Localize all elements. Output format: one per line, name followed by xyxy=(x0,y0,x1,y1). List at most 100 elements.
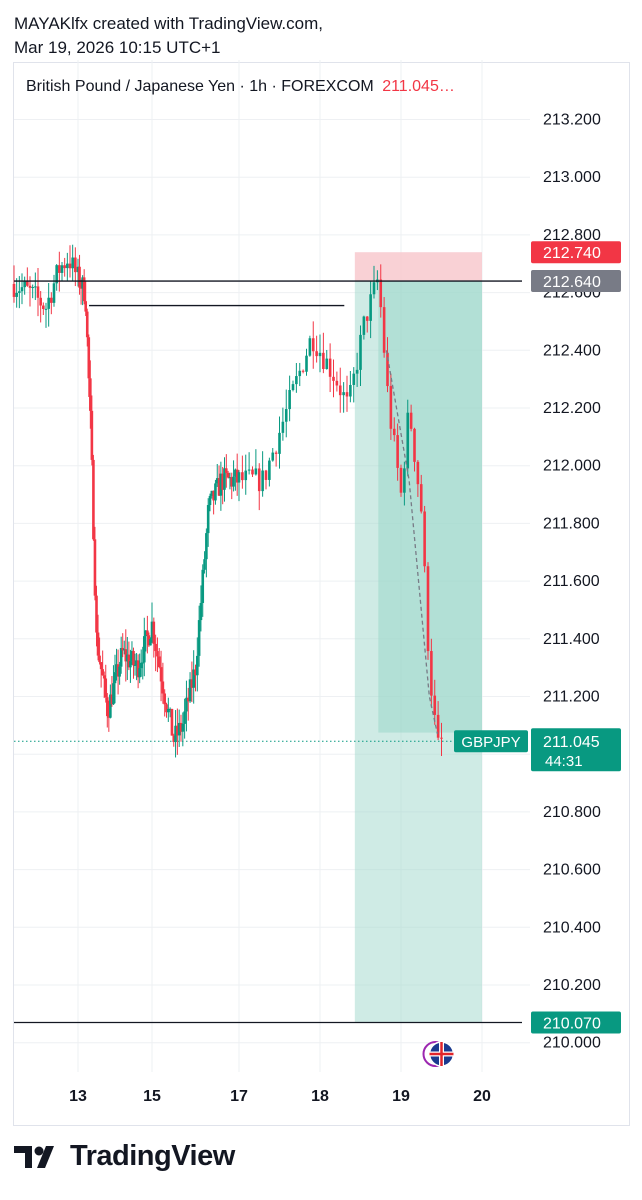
candle-body xyxy=(161,681,165,694)
time-tick-label: 18 xyxy=(311,1088,329,1105)
candle-body xyxy=(99,662,103,670)
candle-body xyxy=(318,352,322,357)
author-line: MAYAKlfx created with TradingView.com, xyxy=(14,14,323,33)
candle-body xyxy=(168,708,172,710)
candle-body xyxy=(74,257,77,273)
candle-body xyxy=(78,266,81,288)
candle-body xyxy=(325,358,329,369)
candle-body xyxy=(423,511,426,567)
candle-body xyxy=(12,283,16,297)
candle-body xyxy=(141,662,145,664)
price-tick-label: 212.200 xyxy=(543,400,601,417)
current-price-tag xyxy=(531,728,621,772)
candle-body xyxy=(122,649,126,651)
legend-ellipsis: … xyxy=(438,78,455,95)
candle-body xyxy=(372,282,376,295)
candle-body xyxy=(124,649,128,662)
candle-body xyxy=(365,316,369,321)
candle-body xyxy=(188,679,192,702)
candle-body xyxy=(165,704,168,713)
candle-body xyxy=(142,636,146,663)
candle-body xyxy=(338,385,342,396)
price-tick-label: 213.000 xyxy=(543,169,601,186)
candle-body xyxy=(190,679,194,688)
price-tick-label: 211.600 xyxy=(543,573,600,590)
candle-body xyxy=(264,470,268,480)
price-tick-label: 212.800 xyxy=(543,227,601,244)
candle-body xyxy=(295,376,298,385)
candle-body xyxy=(92,459,95,540)
candle-body xyxy=(235,469,239,483)
candle-body xyxy=(58,265,61,273)
timestamp-line: Mar 19, 2026 10:15 UTC+1 xyxy=(14,38,221,57)
price-tick-label: 211.800 xyxy=(543,515,600,532)
candle-body xyxy=(271,452,275,461)
candle-body xyxy=(82,277,86,302)
price-level-tag xyxy=(531,1011,621,1034)
price-tick-label: 211.200 xyxy=(543,689,600,706)
tradingview-logo-icon xyxy=(14,1145,54,1168)
candle-body xyxy=(112,683,115,705)
candle-body xyxy=(284,409,288,422)
candle-body xyxy=(116,664,120,677)
price-tick-label: 210.400 xyxy=(543,919,601,936)
candle-body xyxy=(60,265,64,273)
candle-body xyxy=(119,647,123,667)
candle-body xyxy=(84,301,88,312)
candle-body xyxy=(205,533,208,560)
candle-body xyxy=(288,389,291,410)
candle-body xyxy=(379,279,383,308)
candle-body xyxy=(107,716,111,718)
price-labels: 212.740 212.640 210.070 GBPJPY 211.045 44:31 xyxy=(454,241,621,1034)
stop-loss-zone xyxy=(354,252,482,282)
projected-path xyxy=(385,350,439,735)
brand-wordmark: TradingView xyxy=(70,1140,235,1172)
candle-body xyxy=(199,603,203,621)
candle-body xyxy=(87,337,91,379)
candle-body xyxy=(197,620,201,656)
candle-body xyxy=(121,647,125,651)
candle-body xyxy=(15,292,18,297)
time-tick-label: 15 xyxy=(143,1088,161,1105)
candle-body xyxy=(149,639,152,646)
candle-body xyxy=(31,287,34,289)
candle-body xyxy=(50,297,53,303)
candle-body xyxy=(345,392,349,397)
candle-body xyxy=(96,632,100,656)
candle-body xyxy=(403,468,406,493)
candle-body xyxy=(416,461,420,485)
candle-body xyxy=(254,468,258,475)
candle-body xyxy=(34,286,37,288)
candle-body xyxy=(268,460,271,480)
current-price-text: 211.045 xyxy=(543,734,600,751)
candle-body xyxy=(185,697,188,712)
candle-body xyxy=(335,380,339,386)
candle-body xyxy=(332,376,335,381)
symbol-title: British Pound / Japanese Yen · 1h · FORE… xyxy=(26,78,374,95)
candle-body xyxy=(223,468,226,490)
candle-body xyxy=(176,725,179,736)
candle-body xyxy=(305,355,308,372)
symbol-legend[interactable]: British Pound / Japanese Yen · 1h · FORE… xyxy=(26,78,455,96)
symbol-tag xyxy=(454,730,528,753)
candle-body xyxy=(208,495,212,506)
candle-body xyxy=(196,655,199,676)
price-tick-label: 210.200 xyxy=(543,977,601,994)
candle-body xyxy=(298,370,302,377)
candle-body xyxy=(129,661,132,668)
candle-body xyxy=(157,656,161,668)
candle-body xyxy=(115,664,118,673)
price-level-tag-text: 212.640 xyxy=(543,274,601,291)
candle-body xyxy=(436,714,440,738)
candle-body xyxy=(419,484,423,512)
chart-panel[interactable] xyxy=(13,62,630,1126)
candle-body xyxy=(291,384,295,390)
candle-body xyxy=(362,316,366,335)
candle-body xyxy=(26,281,29,286)
candle-body xyxy=(150,621,154,640)
price-tick-label: 213.200 xyxy=(543,112,601,129)
legend-last-price: 211.045 xyxy=(382,78,439,95)
candle-body xyxy=(251,469,254,475)
candle-body xyxy=(18,291,21,293)
